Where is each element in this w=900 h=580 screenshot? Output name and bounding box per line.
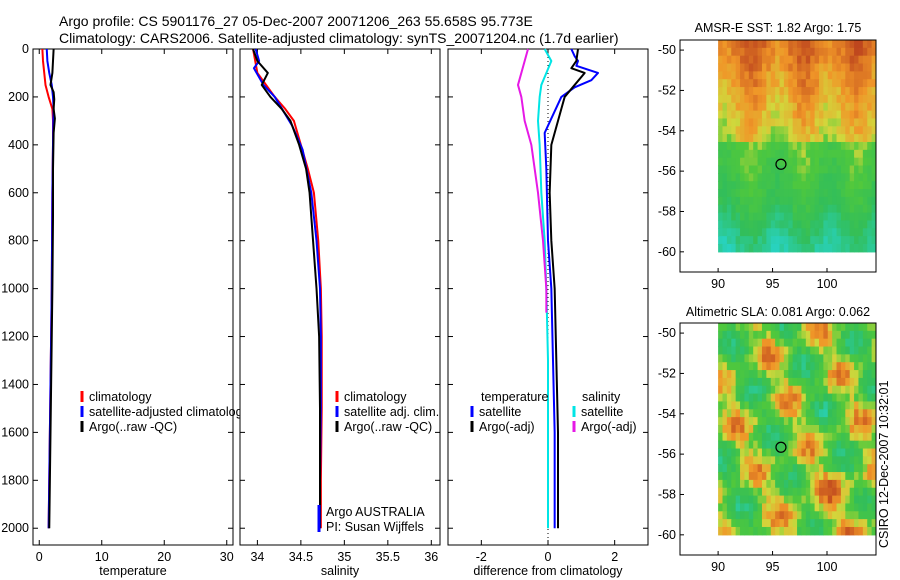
difference-legend-label: satellite <box>581 405 623 419</box>
temperature-legend-label: Argo(..raw -QC) <box>89 420 177 434</box>
salinity-xtick-label: 34 <box>250 550 264 564</box>
difference-series-temperature-satellite <box>543 48 599 529</box>
sst_map-xtick-label: 90 <box>711 277 725 291</box>
salinity-xtick-label: 34.5 <box>289 550 313 564</box>
sla_map-xtick-label: 100 <box>817 560 838 574</box>
sla_map-argo-position-marker <box>775 441 787 453</box>
sla_map-ytick-label: -60 <box>658 528 676 542</box>
temperature-ytick-label: 600 <box>8 186 29 200</box>
difference-legend-header: salinity <box>582 390 621 404</box>
temperature-ytick-label: 1200 <box>1 330 29 344</box>
salinity-xlabel: salinity <box>321 564 360 578</box>
difference-legend-label: Argo(-adj) <box>479 420 535 434</box>
temperature-ytick-label: 1000 <box>1 282 29 296</box>
salinity-xtick-label: 36 <box>424 550 438 564</box>
difference-legend-label: Argo(-adj) <box>581 420 637 434</box>
temperature-xtick-label: 0 <box>36 550 43 564</box>
sla-map-title: Altimetric SLA: 0.081 Argo: 0.062 <box>686 305 870 319</box>
sla_map-axes-frame <box>679 322 877 556</box>
sst_map-ytick-label: -60 <box>658 245 676 259</box>
temperature-xtick-label: 10 <box>95 550 109 564</box>
salinity-xtick-label: 35 <box>337 550 351 564</box>
temperature-ytick-label: 1800 <box>1 473 29 487</box>
sla_map-ytick-label: -54 <box>658 407 676 421</box>
sla_map-xtick-label: 95 <box>766 560 780 574</box>
sst-map-panel: AMSR-E SST: 1.82 Argo: 1.75 90 95 100 -50 -5… <box>658 21 877 291</box>
temperature-ytick-label: 1400 <box>1 377 29 391</box>
temperature-ytick-label: 1600 <box>1 425 29 439</box>
sst_map-axes-frame <box>679 39 877 273</box>
temperature-ytick-label: 0 <box>22 42 29 56</box>
temperature-plot-frame <box>32 48 234 546</box>
sst_map-argo-position-marker <box>775 158 787 170</box>
difference-legend-label: satellite <box>479 405 521 419</box>
difference-series-temperature-argo-adj- <box>548 48 586 529</box>
figure-title-line1: Argo profile: CS 5901176_27 05-Dec-2007 … <box>59 13 533 29</box>
sla_map-ytick-label: -58 <box>658 487 676 501</box>
salinity-legend-label: climatology <box>344 390 407 404</box>
temperature-ytick-label: 2000 <box>1 521 29 535</box>
csiro-credit: CSIRO 12-Dec-2007 10:32:01 <box>877 380 891 548</box>
temperature-legend-label: climatology <box>89 390 152 404</box>
difference-legend-header: temperature <box>481 390 548 404</box>
difference-xtick-label: 2 <box>611 550 618 564</box>
temperature-series-argo-raw-qc- <box>48 48 56 529</box>
salinity-panel: 34 34.5 35 35.5 36 salinity climatologysatelli… <box>239 48 441 578</box>
sst_map-ytick-label: -58 <box>658 204 676 218</box>
sla_map-ytick-label: -50 <box>658 326 676 340</box>
argo-annotation-line: Argo AUSTRALIA <box>326 505 425 519</box>
sst_map-xtick-label: 95 <box>766 277 780 291</box>
temperature-panel: 0 10 20 30 temperature 0 200 400 600 800 1000 1200 1… <box>1 42 249 578</box>
temperature-ytick-label: 200 <box>8 90 29 104</box>
argo-annotation-line: PI: Susan Wijffels <box>326 520 424 534</box>
difference-series-salinity-satellite <box>537 48 553 529</box>
temperature-xtick-label: 30 <box>220 550 234 564</box>
figure-title-line2: Climatology: CARS2006. Satellite-adjuste… <box>59 30 619 46</box>
sst-map-title: AMSR-E SST: 1.82 Argo: 1.75 <box>695 21 862 35</box>
sla_map-xtick-label: 90 <box>711 560 725 574</box>
salinity-xtick-label: 35.5 <box>376 550 400 564</box>
difference-xtick-label: -2 <box>476 550 487 564</box>
sla_map-ytick-label: -52 <box>658 366 676 380</box>
salinity-legend-label: Argo(..raw -QC) <box>344 420 432 434</box>
sla_map-ytick-label: -56 <box>658 447 676 461</box>
temperature-xlabel: temperature <box>99 564 166 578</box>
difference-series-salinity-argo-adj- <box>517 48 548 313</box>
difference-xtick-label: 0 <box>545 550 552 564</box>
sst_map-xtick-label: 100 <box>817 277 838 291</box>
sst_map-ytick-label: -50 <box>658 43 676 57</box>
salinity-series-argo-raw-qc- <box>252 48 321 529</box>
difference-xlabel: difference from climatology <box>473 564 623 578</box>
salinity-series-satellite-adj-clim- <box>252 48 322 529</box>
sst-heatmap <box>718 40 876 253</box>
salinity-plot-frame <box>239 48 441 546</box>
sla-map-panel: Altimetric SLA: 0.081 Argo: 0.062 90 95 10… <box>658 305 877 574</box>
temperature-legend-label: satellite-adjusted climatology <box>89 405 250 419</box>
sla-heatmap <box>718 323 876 536</box>
temperature-ytick-label: 800 <box>8 234 29 248</box>
temperature-xtick-label: 20 <box>157 550 171 564</box>
sst_map-ytick-label: -52 <box>658 83 676 97</box>
temperature-ytick-label: 400 <box>8 138 29 152</box>
sst_map-ytick-label: -56 <box>658 164 676 178</box>
sst_map-ytick-label: -54 <box>658 124 676 138</box>
salinity-legend-label: satellite adj. clim. <box>344 405 439 419</box>
